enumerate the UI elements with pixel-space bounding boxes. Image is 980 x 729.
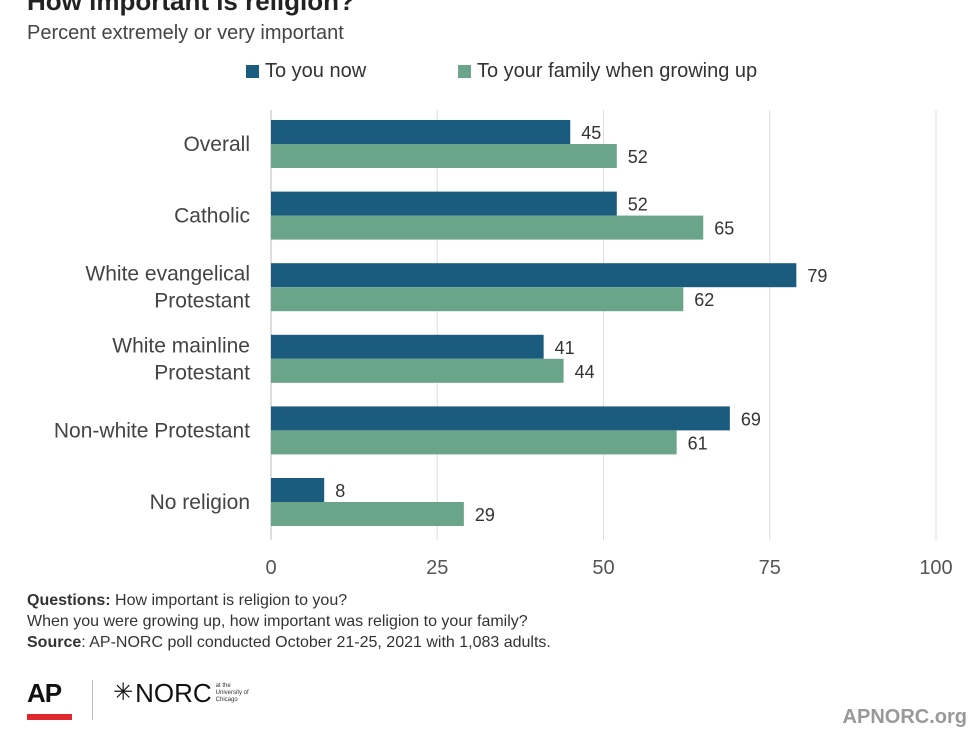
data-label-now-1: 52 [628,195,648,215]
questions-line-2: When you were growing up, how important … [27,613,528,630]
data-label-family-2: 62 [694,290,714,310]
data-label-family-0: 52 [628,147,648,167]
category-label-line: Protestant [154,290,250,313]
bar-now-0 [271,120,571,144]
bar-family-4 [271,430,677,455]
category-label-4: Non-white Protestant [54,419,250,442]
data-label-family-1: 65 [714,219,734,239]
data-label-now-3: 41 [555,338,575,358]
data-label-now-2: 79 [807,266,827,286]
norc-star-icon: ✳ [113,679,134,706]
bar-now-4 [271,406,730,431]
data-label-family-3: 44 [575,362,595,382]
category-label-5: No religion [150,491,250,514]
chart-subtitle: Percent extremely or very important [27,22,344,44]
category-label-line: Overall [183,133,250,156]
bar-chart: 0 25 50 75 100 45 52 Overall 52 65 Catholic 79 62 Whi… [54,110,953,579]
chart-title: How important is religion? [27,0,355,16]
norc-logo-text: NORC [135,678,212,708]
norc-logo: ✳ NORC at the University of Chicago [113,678,258,709]
category-label-3: White mainline Protestant [112,334,250,384]
category-label-line: White evangelical [85,263,250,286]
category-label-line: No religion [150,491,250,514]
category-label-0: Overall [183,133,250,156]
questions-line: Questions: How important is religion to … [27,590,551,611]
footer: AP ✳ NORC at the University of Chicago A… [27,676,967,728]
bar-now-3 [271,334,544,359]
questions-text: How important is religion to you? [115,592,348,609]
category-label-line: Protestant [154,361,250,384]
category-label-line: White mainline [112,334,250,357]
footnote: Questions: How important is religion to … [27,590,551,653]
source-line: Source: AP-NORC poll conducted October 2… [27,632,551,653]
legend-label-family: To your family when growing up [477,60,758,82]
source-label: Source [27,634,82,651]
x-tick-label-25: 25 [426,557,448,579]
bar-family-3 [271,358,564,383]
legend-item-now: To you now [246,60,366,83]
bar-family-1 [271,215,704,240]
bar-family-5 [271,502,464,526]
category-label-1: Catholic [174,205,250,228]
legend-swatch-family [458,65,471,78]
bar-family-0 [271,144,617,168]
source-text: : AP-NORC poll conducted October 21-25, … [81,634,551,651]
legend-label-now: To you now [265,60,367,82]
x-tick-label-100: 100 [919,557,952,579]
bar-family-2 [271,287,684,312]
site-link[interactable]: APNORC.org [842,706,967,728]
legend-item-family: To your family when growing up [458,60,757,83]
legend-swatch-now [246,65,259,78]
data-label-now-5: 8 [335,481,345,501]
x-tick-label-50: 50 [592,557,614,579]
data-label-family-5: 29 [475,505,495,525]
bar-now-1 [271,191,617,216]
category-label-2: White evangelical Protestant [85,263,250,313]
ap-logo-bar [27,714,72,720]
x-tick-label-0: 0 [265,557,276,579]
ap-logo: AP [27,678,62,708]
data-label-family-4: 61 [688,433,708,453]
logo-divider [92,680,93,720]
category-label-line: Catholic [174,205,250,228]
data-label-now-0: 45 [581,123,601,143]
category-label-line: Non-white Protestant [54,419,250,442]
legend: To you now To your family when growing u… [0,60,980,86]
bar-now-5 [271,478,325,502]
x-tick-label-75: 75 [759,557,781,579]
bar-now-2 [271,263,797,288]
data-label-now-4: 69 [741,409,761,429]
norc-logo-subtitle: at the University of Chicago [215,683,249,703]
questions-label: Questions: [27,592,111,609]
